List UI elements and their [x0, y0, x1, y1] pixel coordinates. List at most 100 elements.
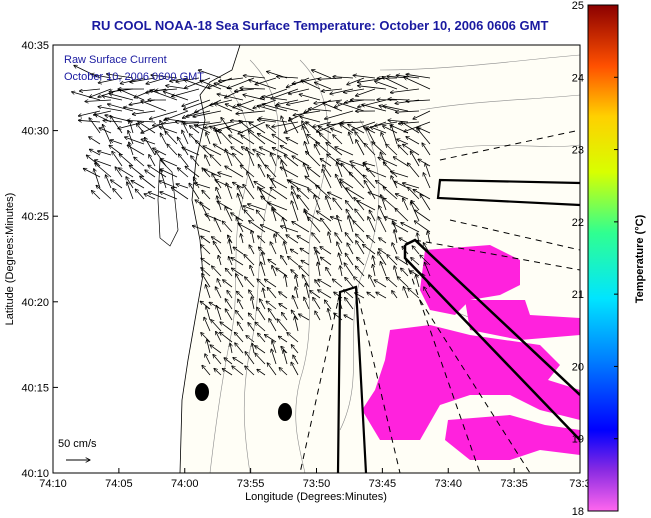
- current-vector: [206, 132, 211, 145]
- x-tick-label: 74:00: [171, 478, 199, 490]
- current-vector: [144, 194, 156, 200]
- current-vector: [378, 217, 387, 233]
- current-vector: [269, 318, 277, 332]
- current-vector: [246, 336, 255, 343]
- current-vector: [249, 245, 255, 255]
- current-vector: [422, 143, 431, 156]
- current-vector: [395, 111, 420, 112]
- current-vector: [394, 266, 398, 277]
- current-vector: [372, 142, 387, 156]
- current-vector: [406, 137, 420, 145]
- current-vector: [291, 345, 299, 354]
- colorbar-tick-label: 19: [572, 434, 584, 446]
- current-vector: [263, 288, 265, 299]
- current-vector: [237, 104, 255, 112]
- colorbar-tick-label: 20: [572, 361, 584, 373]
- current-vector: [186, 110, 211, 117]
- x-axis-label: Longitude (Degrees:Minutes): [245, 491, 387, 503]
- current-vector: [260, 225, 277, 233]
- current-vector: [272, 121, 299, 127]
- current-vector: [235, 343, 244, 354]
- current-vector: [257, 153, 266, 167]
- current-vector: [89, 137, 101, 145]
- current-vector: [256, 210, 266, 222]
- current-vector: [225, 309, 233, 321]
- current-vector: [258, 236, 266, 244]
- current-vector: [270, 187, 288, 200]
- current-vector: [234, 332, 244, 343]
- colorbar-tick-label: 23: [572, 145, 584, 157]
- current-vector: [225, 268, 233, 277]
- current-vector: [218, 255, 222, 266]
- current-vector: [378, 157, 398, 167]
- current-vector: [91, 191, 101, 200]
- current-vector: [381, 195, 387, 211]
- current-vector: [293, 355, 299, 365]
- current-vector: [337, 215, 343, 233]
- current-vector: [267, 202, 288, 211]
- current-vector: [279, 292, 288, 299]
- current-vector: [318, 126, 332, 134]
- current-vector: [249, 80, 277, 90]
- current-vector: [412, 246, 420, 255]
- current-vector: [251, 230, 255, 244]
- current-vector: [344, 315, 354, 321]
- current-vector: [243, 76, 266, 79]
- current-vector: [272, 265, 277, 277]
- current-vector: [307, 167, 321, 178]
- current-vector: [356, 241, 365, 255]
- current-vector: [353, 277, 365, 288]
- current-vector: [416, 275, 420, 288]
- current-vector: [306, 122, 321, 134]
- current-vector: [352, 165, 365, 178]
- current-vector: [379, 106, 398, 112]
- current-vector: [167, 144, 178, 156]
- current-vector: [217, 201, 233, 211]
- current-vector: [345, 99, 365, 103]
- current-vector: [274, 234, 276, 244]
- colorbar-tick-label: 22: [572, 217, 584, 229]
- current-vector: [255, 346, 266, 354]
- current-vector: [292, 77, 321, 84]
- current-vector: [238, 121, 266, 134]
- current-vector: [308, 109, 332, 112]
- current-vector: [145, 170, 156, 178]
- current-vector: [91, 74, 112, 79]
- current-vector: [255, 322, 266, 332]
- current-vector: [252, 343, 254, 354]
- current-vector: [355, 266, 365, 277]
- y-tick-label: 40:25: [21, 211, 49, 223]
- x-tick-label: 73:3: [569, 478, 590, 490]
- x-tick-label: 73:35: [500, 478, 528, 490]
- current-vector: [258, 164, 266, 178]
- current-vector: [373, 256, 375, 266]
- current-vector: [355, 234, 365, 244]
- current-vector: [388, 99, 409, 100]
- current-vector: [349, 132, 354, 145]
- current-vector: [364, 180, 376, 200]
- current-vector: [364, 143, 376, 156]
- current-vector: [387, 255, 398, 266]
- current-vector: [231, 257, 244, 266]
- current-vector: [257, 133, 277, 145]
- current-vector: [200, 202, 211, 222]
- current-vector: [177, 168, 189, 178]
- current-vector: [399, 238, 409, 244]
- current-vector: [408, 187, 420, 200]
- current-vector: [213, 241, 222, 255]
- current-vector: [268, 259, 277, 266]
- current-vector: [262, 97, 288, 101]
- current-vector: [333, 135, 343, 145]
- current-vector: [314, 144, 321, 156]
- current-vector: [125, 137, 145, 145]
- current-vector: [301, 260, 310, 266]
- current-vector: [283, 350, 288, 365]
- current-vector: [130, 77, 156, 82]
- current-vector: [398, 145, 409, 156]
- current-vector: [292, 192, 299, 211]
- current-vector: [375, 81, 398, 90]
- current-vector: [383, 187, 398, 200]
- current-vector: [112, 151, 123, 167]
- current-vector: [316, 211, 332, 222]
